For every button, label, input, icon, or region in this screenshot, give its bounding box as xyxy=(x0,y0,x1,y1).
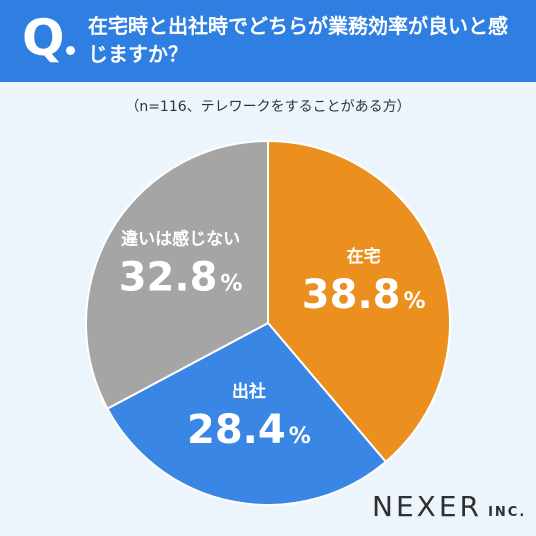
slice-label-1: 在宅 xyxy=(347,246,381,267)
q-mark: Q xyxy=(22,9,65,67)
question-header: Q 在宅時と出社時でどちらが業務効率が良いと感じますか？ xyxy=(0,0,536,82)
question-text: 在宅時と出社時でどちらが業務効率が良いと感じますか？ xyxy=(88,14,508,66)
q-mark-dot xyxy=(66,46,75,55)
logo-main: NEXER xyxy=(372,490,482,523)
sample-note: （n=116、テレワークをすることがある方） xyxy=(125,99,411,115)
pie-slice-1 xyxy=(267,139,451,464)
logo-inc: INC. xyxy=(488,505,527,520)
pie-slice-2 xyxy=(106,321,388,506)
slice-label-2: 出社 xyxy=(232,381,266,402)
slice-value-1: 38.8% xyxy=(302,272,426,318)
slice-value-2: 28.4% xyxy=(187,407,311,453)
slice-value-3: 32.8% xyxy=(119,255,243,301)
pie-slice-3 xyxy=(85,139,269,411)
nexer-logo: NEXER INC. xyxy=(372,490,526,523)
slice-label-3: 違いは感じない xyxy=(121,229,240,250)
